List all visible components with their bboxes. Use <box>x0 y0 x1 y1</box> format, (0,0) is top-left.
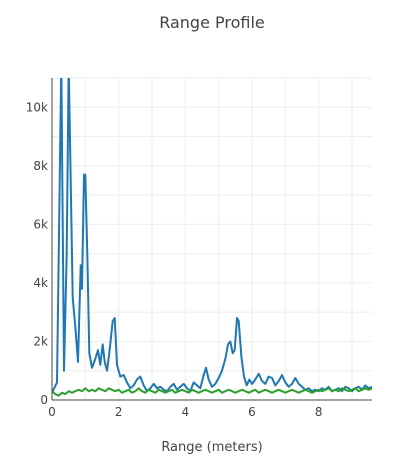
x-tick-label: 2 <box>115 405 123 419</box>
series-line-2 <box>52 387 372 397</box>
x-axis-title: Range (meters) <box>161 440 262 455</box>
y-tick-label: 10k <box>26 100 48 114</box>
axis-layer: 0 2 4 6 8 0 2k 4k 6k 8k 10k <box>26 78 372 419</box>
x-tick-label: 8 <box>315 405 323 419</box>
x-tick-label: 0 <box>48 405 56 419</box>
chart-title: Range Profile <box>159 13 265 32</box>
y-tick-label: 6k <box>33 217 48 231</box>
y-tick-label: 4k <box>33 276 48 290</box>
y-tick-label: 2k <box>33 334 48 348</box>
series-layer <box>52 78 372 397</box>
y-tick-label: 8k <box>33 159 48 173</box>
x-tick-label: 6 <box>248 405 256 419</box>
grid-layer <box>52 77 372 400</box>
x-tick-label: 4 <box>182 405 190 419</box>
series-line-1 <box>52 78 372 394</box>
y-tick-label: 0 <box>40 393 48 407</box>
